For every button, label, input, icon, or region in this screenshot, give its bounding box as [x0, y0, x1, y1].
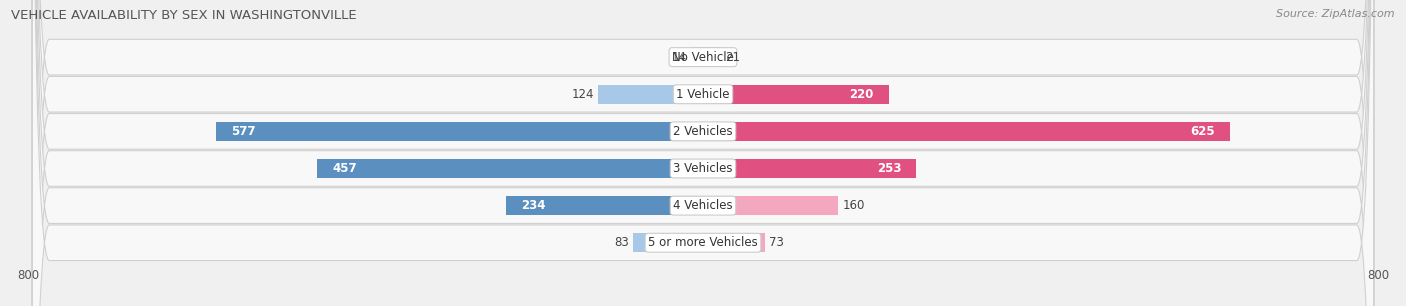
Text: Source: ZipAtlas.com: Source: ZipAtlas.com — [1277, 9, 1395, 19]
Text: 73: 73 — [769, 236, 783, 249]
Bar — [703, 84, 889, 104]
Bar — [703, 233, 765, 252]
Text: 124: 124 — [572, 88, 595, 101]
Text: 14: 14 — [672, 50, 688, 64]
FancyBboxPatch shape — [32, 0, 1374, 306]
FancyBboxPatch shape — [32, 0, 1374, 306]
FancyBboxPatch shape — [32, 0, 1374, 306]
Text: No Vehicle: No Vehicle — [672, 50, 734, 64]
Text: 577: 577 — [232, 125, 256, 138]
Text: 2 Vehicles: 2 Vehicles — [673, 125, 733, 138]
FancyBboxPatch shape — [32, 0, 1374, 306]
Text: 625: 625 — [1191, 125, 1215, 138]
Text: 160: 160 — [842, 199, 865, 212]
Bar — [703, 196, 838, 215]
Text: 220: 220 — [849, 88, 873, 101]
Bar — [703, 122, 1230, 141]
FancyBboxPatch shape — [32, 0, 1374, 306]
Text: 83: 83 — [614, 236, 628, 249]
Text: 234: 234 — [520, 199, 546, 212]
Text: 253: 253 — [877, 162, 901, 175]
Text: 457: 457 — [333, 162, 357, 175]
Text: 1 Vehicle: 1 Vehicle — [676, 88, 730, 101]
Bar — [692, 47, 703, 67]
Text: 4 Vehicles: 4 Vehicles — [673, 199, 733, 212]
Bar — [217, 122, 703, 141]
Text: 3 Vehicles: 3 Vehicles — [673, 162, 733, 175]
FancyBboxPatch shape — [32, 0, 1374, 306]
Text: 5 or more Vehicles: 5 or more Vehicles — [648, 236, 758, 249]
Bar — [633, 233, 703, 252]
Bar — [703, 47, 721, 67]
Text: 21: 21 — [725, 50, 740, 64]
Bar — [318, 159, 703, 178]
Bar — [506, 196, 703, 215]
Bar — [599, 84, 703, 104]
Bar — [703, 159, 917, 178]
Text: VEHICLE AVAILABILITY BY SEX IN WASHINGTONVILLE: VEHICLE AVAILABILITY BY SEX IN WASHINGTO… — [11, 9, 357, 22]
